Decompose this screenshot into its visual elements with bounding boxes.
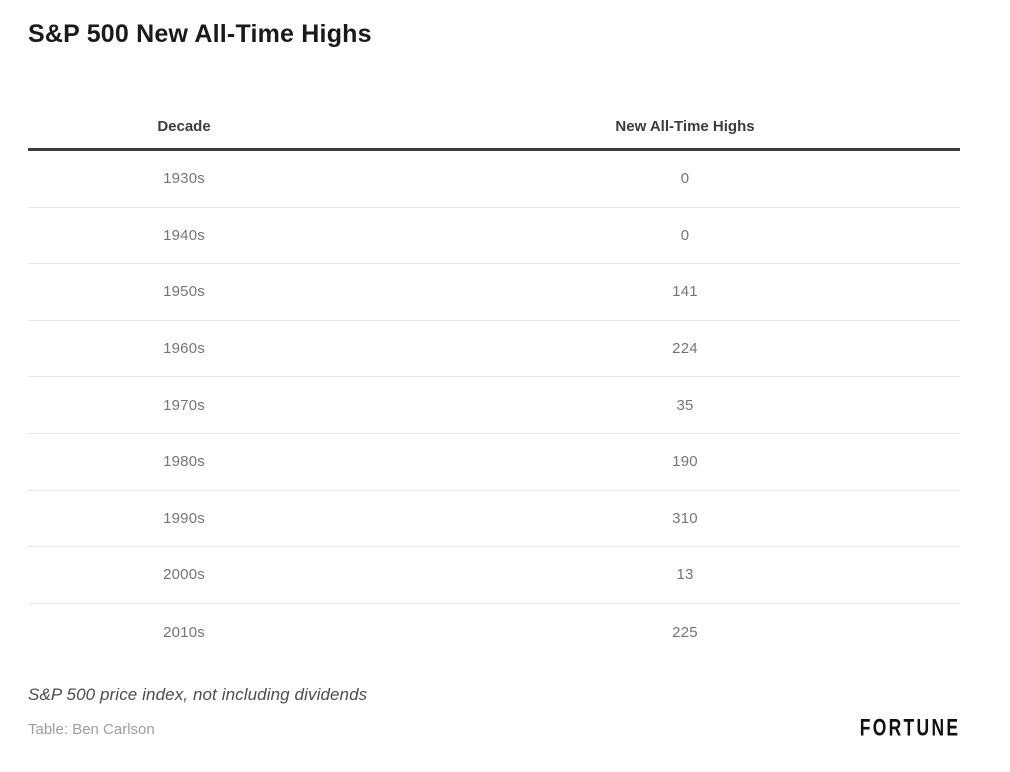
highs-cell: 310 [672,509,698,527]
table-body: 1930s 0 1940s 0 1950s 141 1960s 224 1970… [28,151,960,660]
table-row: 2010s 225 [28,604,960,661]
table-row: 1980s 190 [28,434,960,491]
table-row: 1990s 310 [28,491,960,548]
highs-cell: 0 [680,226,690,244]
decade-cell: 2000s [163,566,205,584]
decade-cell: 1970s [163,396,205,414]
footer-row: Table: Ben Carlson FORTUNE [28,716,960,742]
decade-cell: 1950s [163,283,205,301]
decade-cell: 1960s [163,340,205,358]
table-row: 2000s 13 [28,547,960,604]
decade-cell: 1940s [163,226,205,244]
highs-cell: 224 [672,340,698,358]
table-credit: Table: Ben Carlson [28,720,155,738]
table-row: 1960s 224 [28,321,960,378]
table-header-row: Decade New All-Time Highs [28,105,960,151]
highs-cell: 225 [672,623,698,641]
table-row: 1940s 0 [28,208,960,265]
footnote: S&P 500 price index, not including divid… [28,685,368,705]
table-row: 1930s 0 [28,151,960,208]
table-row: 1950s 141 [28,264,960,321]
chart-title: S&P 500 New All-Time Highs [28,20,372,48]
highs-cell: 0 [680,170,690,188]
decade-cell: 1930s [163,170,205,188]
table-row: 1970s 35 [28,377,960,434]
highs-cell: 13 [676,566,694,584]
highs-cell: 35 [676,396,694,414]
decade-cell: 1990s [163,509,205,527]
fortune-logo: FORTUNE [859,715,960,742]
column-header-new-all-time-highs: New All-Time Highs [615,118,755,135]
highs-cell: 190 [672,453,698,471]
column-header-decade: Decade [157,118,211,135]
data-table: Decade New All-Time Highs 1930s 0 1940s … [28,105,960,660]
decade-cell: 2010s [163,623,205,641]
decade-cell: 1980s [163,453,205,471]
highs-cell: 141 [672,283,698,301]
